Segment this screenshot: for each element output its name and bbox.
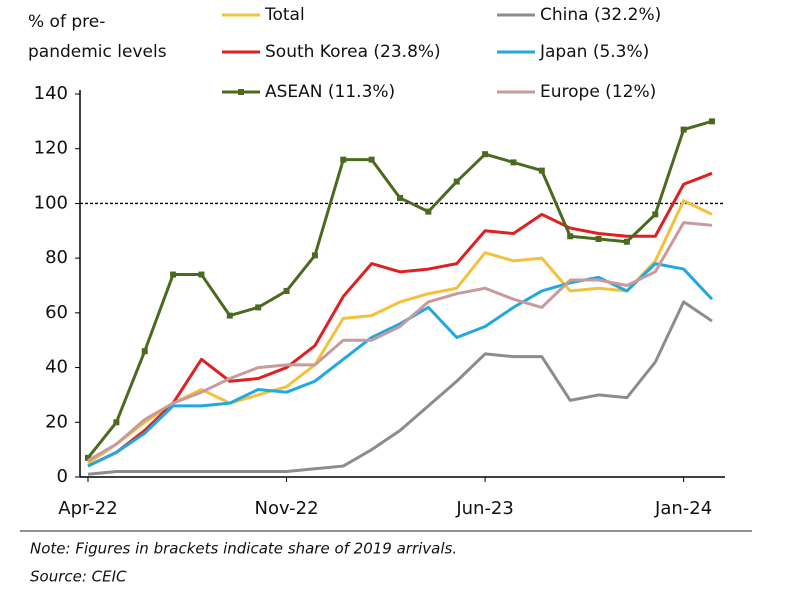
- point-marker: [255, 304, 262, 311]
- series-line: [87, 199, 713, 465]
- point-marker: [623, 238, 630, 245]
- series-line: [87, 262, 714, 468]
- y-axis-label: pandemic levels: [28, 42, 167, 62]
- note: Note: Figures in brackets indicate share…: [30, 540, 457, 558]
- point-marker: [311, 252, 318, 259]
- point-marker: [709, 118, 715, 125]
- y-tick-label: 140: [34, 83, 68, 104]
- legend-label: Total: [264, 5, 305, 25]
- point-marker: [652, 211, 659, 218]
- series-line: [87, 300, 713, 476]
- y-axis-label: % of pre-: [28, 12, 105, 32]
- point-marker: [141, 348, 148, 355]
- legend-label: China (32.2%): [540, 5, 661, 25]
- y-tick-label: 0: [57, 466, 68, 487]
- y-tick-label: 60: [45, 302, 68, 323]
- legend-label: Japan (5.3%): [539, 42, 649, 62]
- point-marker: [595, 235, 602, 242]
- y-tick-label: 40: [45, 357, 68, 378]
- legend-marker: [238, 89, 244, 95]
- legend-label: ASEAN (11.3%): [265, 82, 395, 102]
- x-tick-label: Jan-24: [654, 498, 712, 519]
- point-marker: [198, 271, 205, 278]
- source: Source: CEIC: [30, 568, 127, 586]
- point-marker: [538, 167, 545, 174]
- point-marker: [113, 419, 120, 426]
- point-marker: [567, 233, 574, 240]
- point-marker: [680, 126, 687, 133]
- x-tick-label: Jun-23: [455, 498, 514, 519]
- point-marker: [425, 208, 432, 215]
- point-marker: [170, 271, 177, 278]
- y-tick-label: 80: [45, 247, 68, 268]
- x-tick-label: Nov-22: [255, 498, 319, 519]
- legend-label: South Korea (23.8%): [265, 42, 441, 62]
- point-marker: [397, 194, 403, 201]
- y-tick-label: 20: [45, 411, 68, 432]
- point-marker: [482, 151, 489, 158]
- point-marker: [340, 156, 347, 163]
- point-marker: [283, 287, 290, 294]
- point-marker: [226, 312, 233, 319]
- point-marker: [510, 159, 517, 166]
- series-line: [87, 171, 713, 468]
- y-tick-label: 120: [34, 138, 68, 159]
- point-marker: [368, 156, 375, 163]
- x-tick-label: Apr-22: [58, 498, 117, 519]
- point-marker: [453, 178, 460, 185]
- y-tick-label: 100: [34, 192, 68, 213]
- series-line: [87, 221, 713, 462]
- legend-label: Europe (12%): [540, 82, 656, 102]
- point-marker: [85, 454, 91, 461]
